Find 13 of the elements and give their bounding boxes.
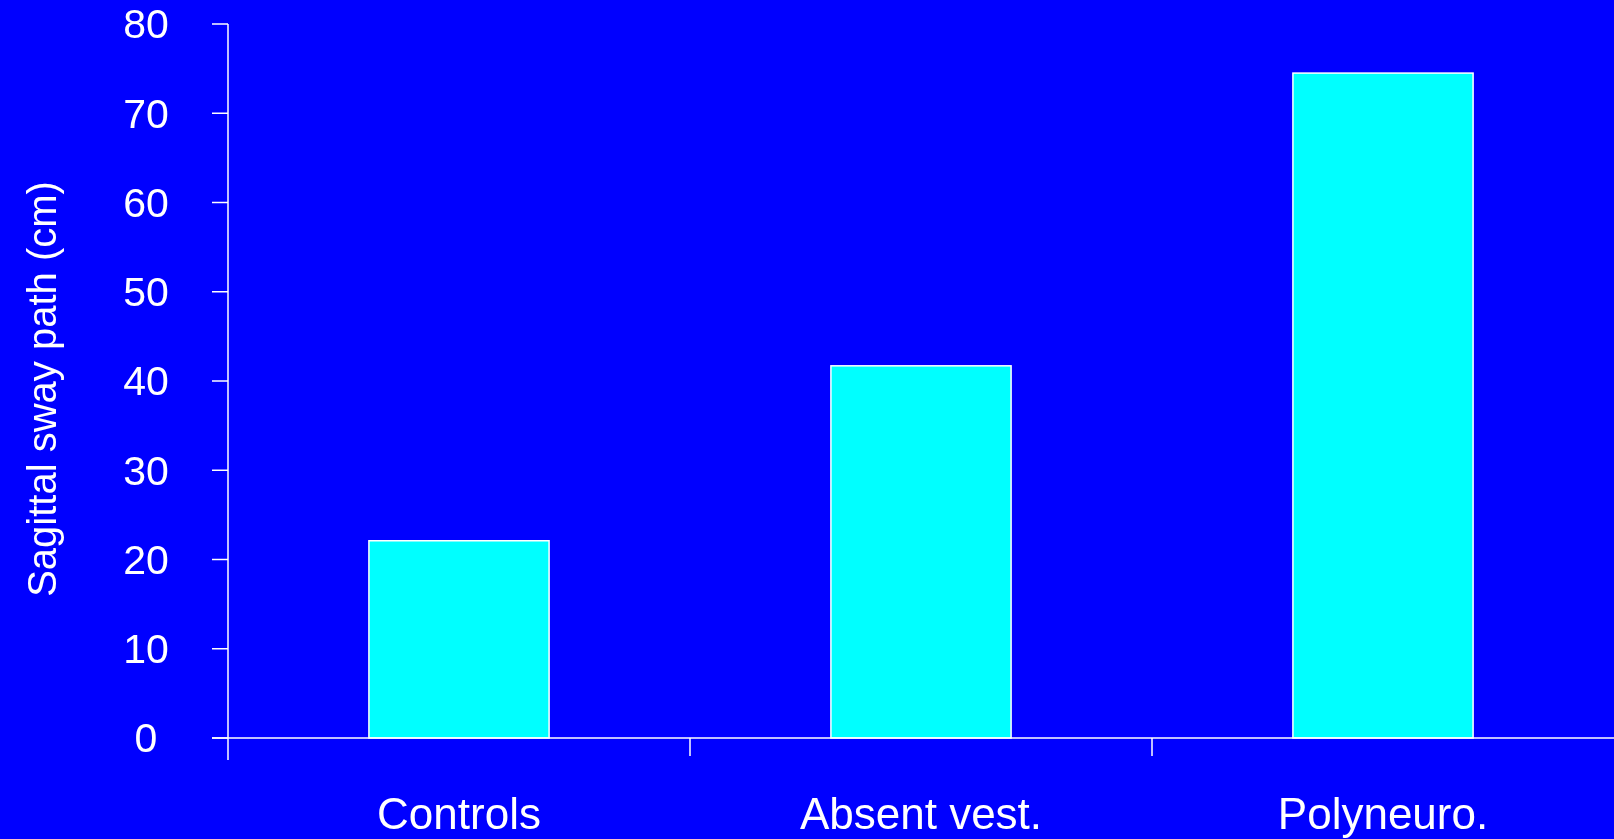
x-tick-label: Absent vest.	[799, 789, 1043, 838]
y-tick-label: 40	[123, 358, 169, 405]
y-tick-label: 70	[123, 90, 169, 137]
y-tick-label: 80	[123, 1, 169, 48]
y-axis-title: Sagittal sway path (cm)	[20, 181, 64, 597]
y-tick-label: 20	[123, 536, 169, 583]
y-tick-label: 10	[123, 626, 169, 673]
x-tick-label: Polyneuro.	[1277, 789, 1489, 838]
y-tick-label: 30	[123, 447, 169, 494]
y-tick-label: 0	[134, 715, 158, 762]
x-tick-label: Controls	[377, 789, 541, 838]
y-tick-label: 50	[123, 269, 169, 316]
y-tick-label: 60	[123, 179, 169, 226]
